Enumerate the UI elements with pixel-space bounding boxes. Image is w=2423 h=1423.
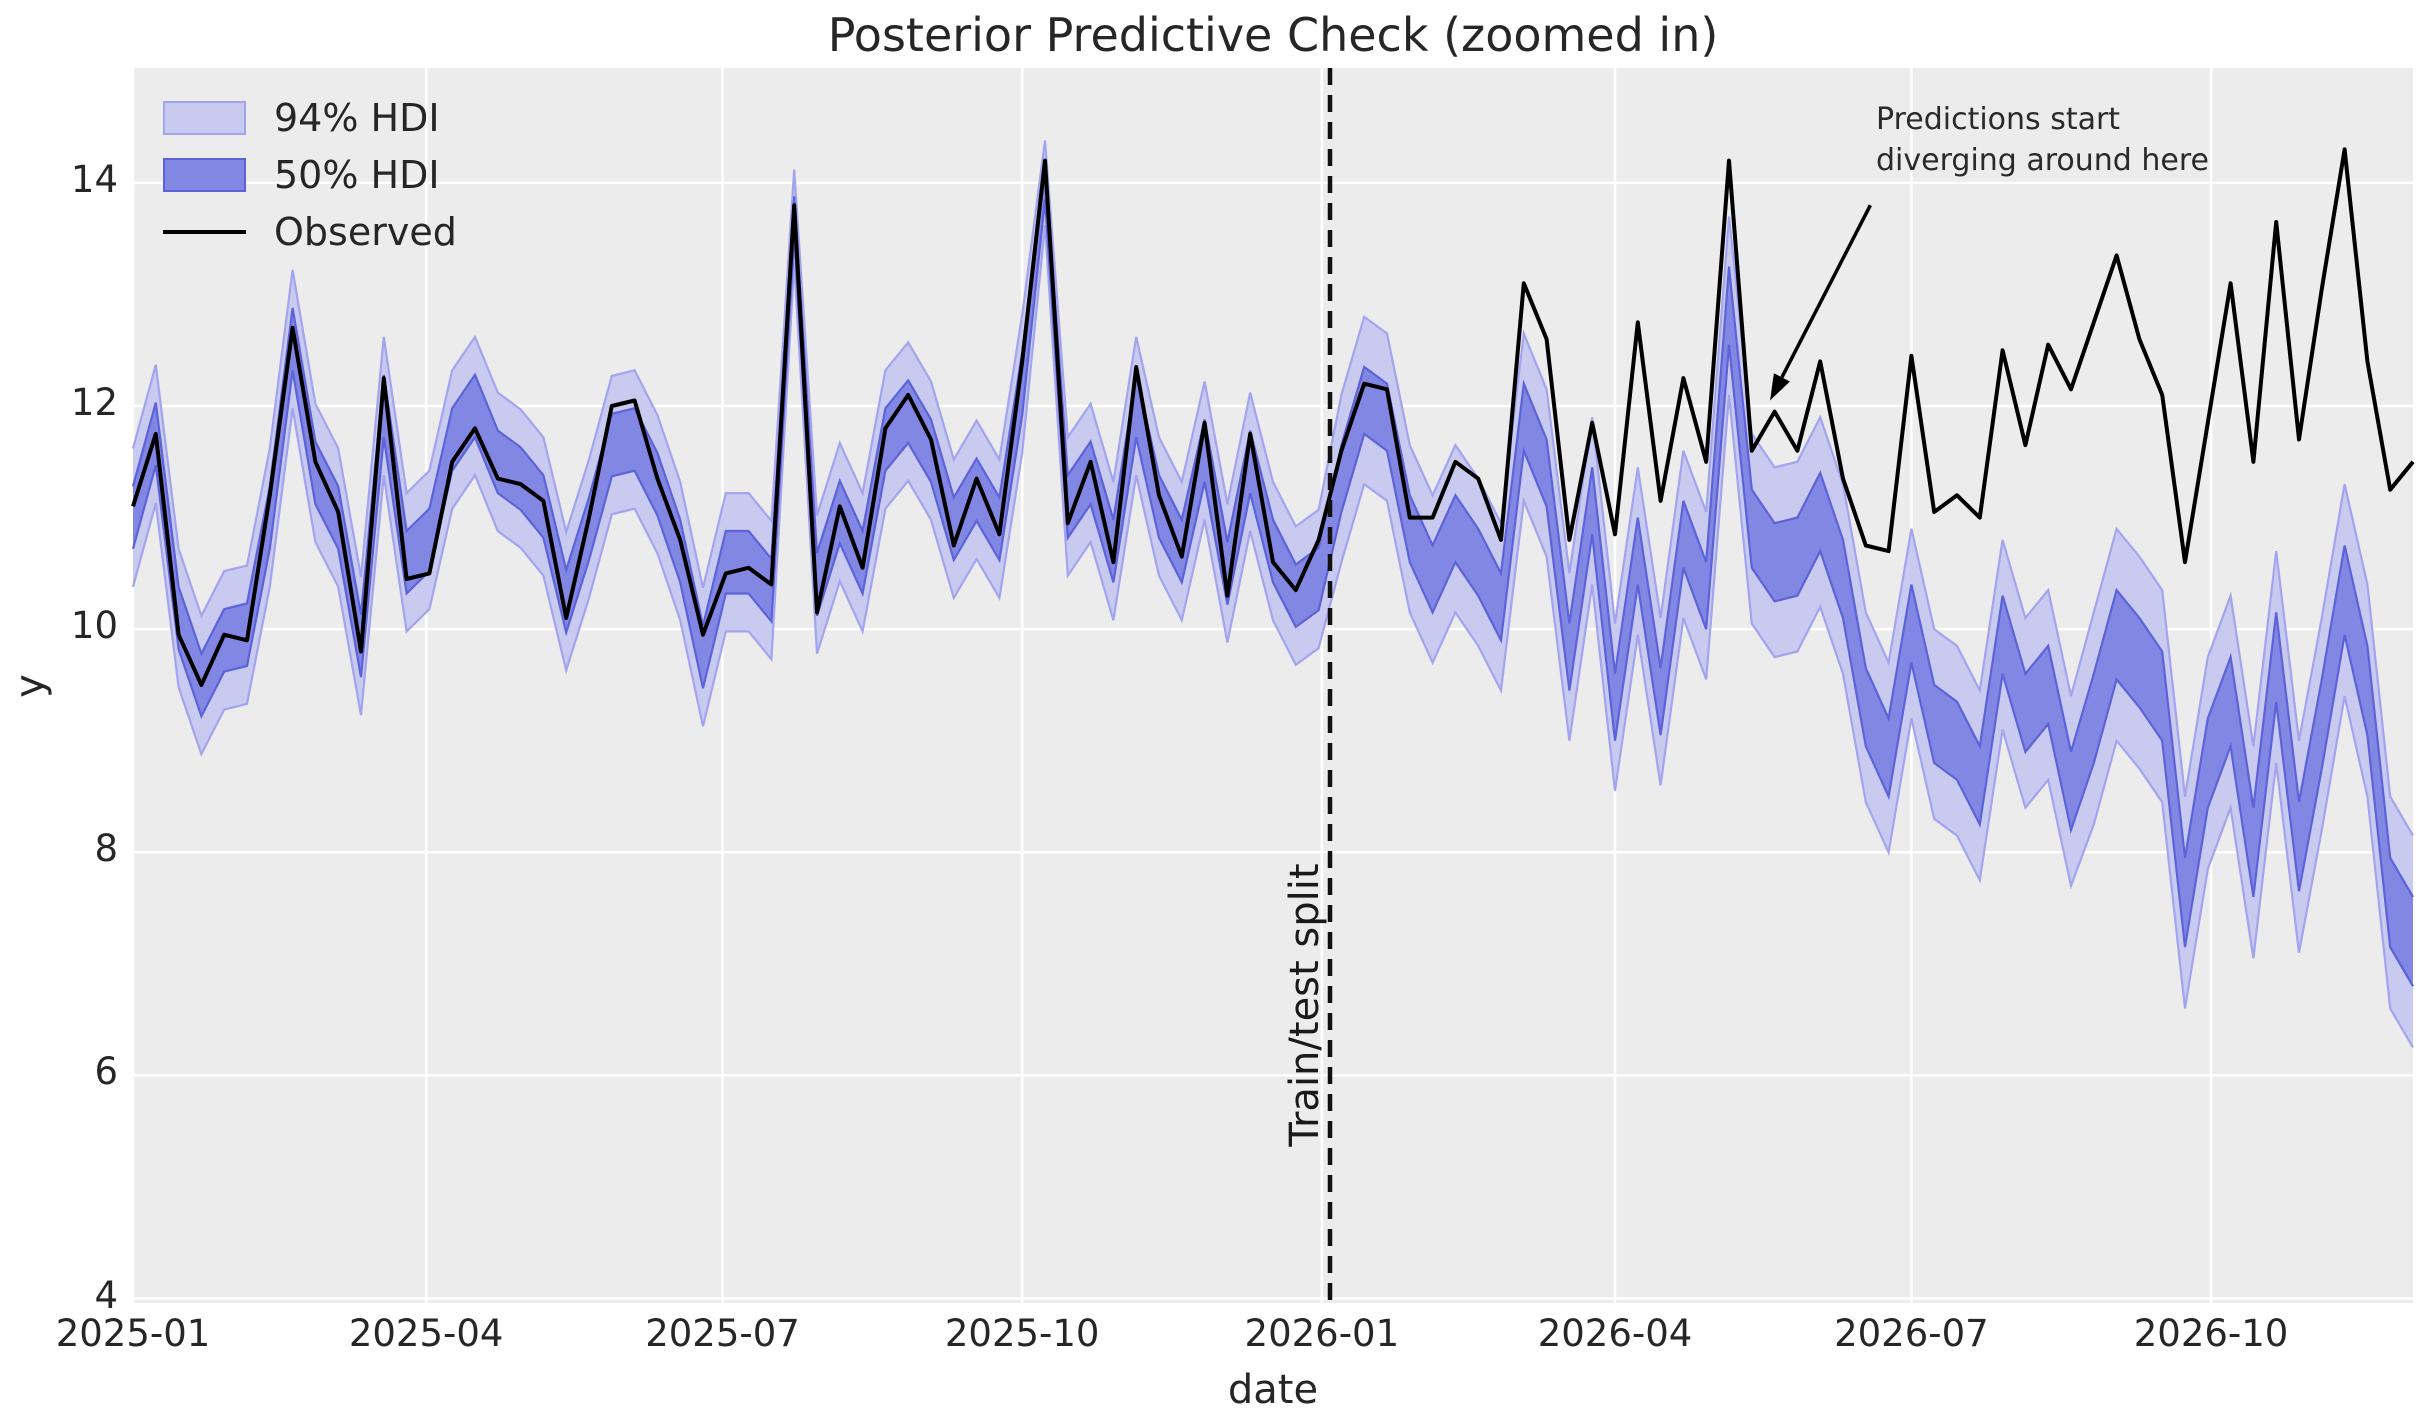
chart-title: Posterior Predictive Check (zoomed in) <box>827 8 1719 62</box>
y-tick-label-4: 4 <box>94 1273 118 1317</box>
hdi50-band-lower-edge <box>131 199 2414 987</box>
hdi50-swatch-icon <box>163 158 246 192</box>
x-axis-label: date <box>1227 1367 1319 1413</box>
annotation-line-1: Predictions start <box>1876 102 2121 137</box>
observed-line-swatch-icon <box>163 230 246 234</box>
hdi50-band <box>133 166 2413 987</box>
hdi50-band-upper-edge <box>131 166 2414 898</box>
x-tick-label-2025-10: 2025-10 <box>944 1312 1100 1355</box>
x-tick-label-2025-07: 2025-07 <box>645 1312 800 1355</box>
legend-label-94-hdi: 94% HDI <box>274 96 440 140</box>
annotation-line-2: diverging around here <box>1876 142 2209 178</box>
hdi94-band <box>133 140 2413 1048</box>
legend-label-observed: Observed <box>274 210 457 254</box>
annotation-arrow-line <box>1780 204 1872 379</box>
y-tick-label-10: 10 <box>70 604 118 648</box>
x-tick-label-2026-01: 2026-01 <box>1244 1312 1400 1355</box>
y-tick-label-12: 12 <box>70 381 118 425</box>
y-tick-label-8: 8 <box>94 827 118 871</box>
annotation-arrowhead-icon <box>1770 373 1790 401</box>
hdi94-swatch-icon <box>163 101 246 135</box>
x-tick-label-2026-04: 2026-04 <box>1537 1312 1693 1355</box>
legend-item-observed: Observed <box>163 210 457 254</box>
legend-item-94-hdi: 94% HDI <box>163 96 457 140</box>
x-tick-label-2026-07: 2026-07 <box>1834 1312 1989 1355</box>
legend: 94% HDI 50% HDI Observed <box>163 96 457 254</box>
train-test-split-label: Train/test split <box>1282 863 1328 1147</box>
observed-line <box>131 147 2415 687</box>
annotation-text: Predictions start diverging around here <box>1876 100 2209 181</box>
legend-label-50-hdi: 50% HDI <box>274 153 440 197</box>
y-axis-label: y <box>7 674 53 698</box>
y-tick-label-14: 14 <box>70 157 118 201</box>
x-tick-label-2025-04: 2025-04 <box>348 1312 504 1355</box>
x-tick-label-2026-10: 2026-10 <box>2133 1312 2289 1355</box>
plot-area <box>133 68 2413 1303</box>
hdi94-band-lower-edge <box>131 225 2414 1049</box>
x-tick-label-2025-01: 2025-01 <box>55 1312 211 1355</box>
y-tick-label-6: 6 <box>94 1050 118 1094</box>
hdi94-band-upper-edge <box>131 140 2414 837</box>
legend-item-50-hdi: 50% HDI <box>163 153 457 197</box>
